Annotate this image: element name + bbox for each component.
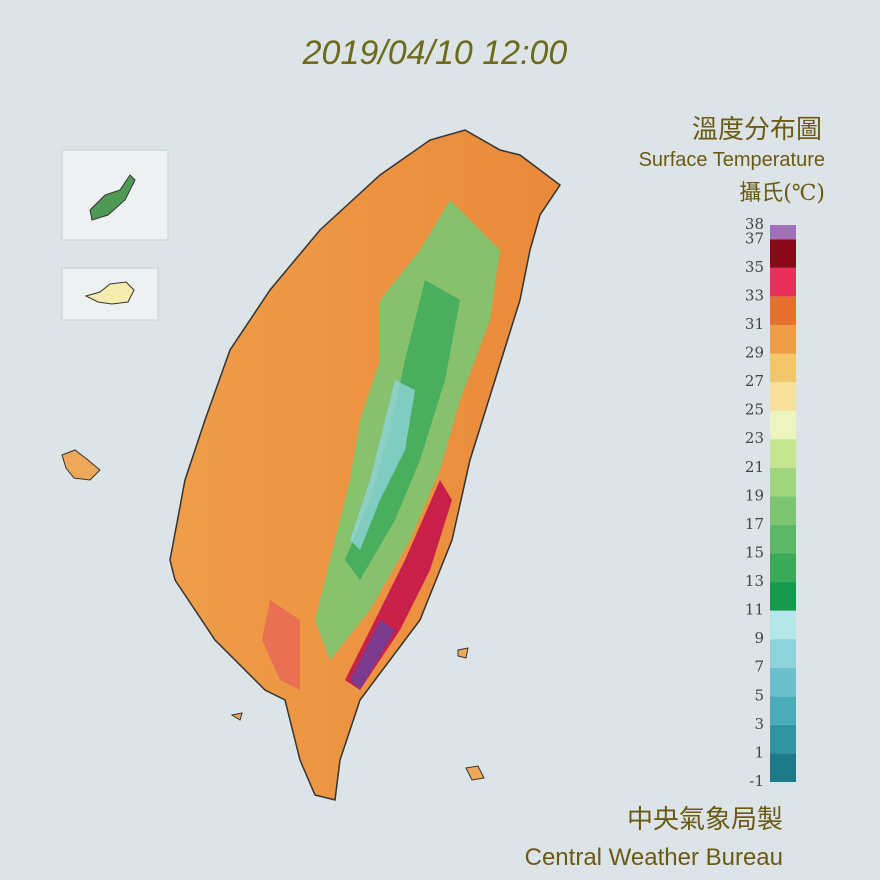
colorbar-band [770, 610, 796, 640]
agency-en: Central Weather Bureau [525, 844, 783, 871]
colorbar-tick-label: 35 [745, 258, 764, 276]
colorbar-tick-label: 31 [745, 315, 764, 333]
colorbar-band [770, 753, 796, 782]
colorbar-tick-label: 33 [745, 286, 764, 304]
colorbar-band [770, 639, 796, 668]
colorbar-tick-label: 25 [745, 401, 764, 419]
colorbar-band [770, 353, 796, 383]
colorbar-band [770, 439, 796, 468]
taiwan-map [169, 129, 562, 801]
colorbar-band [770, 324, 796, 354]
inset-islands [61, 149, 485, 781]
colorbar-tick-label: 19 [745, 486, 764, 504]
colorbar-band [770, 553, 796, 583]
colorbar-band [770, 696, 796, 725]
colorbar-tick-label: 37 [745, 229, 764, 247]
agency-zh: 中央氣象局製 [627, 805, 783, 835]
colorbar-tick-label: 7 [754, 658, 764, 676]
colorbar-tick-label: 38 [745, 215, 764, 233]
colorbar-tick-label: 29 [745, 344, 764, 362]
colorbar-band [770, 467, 796, 497]
colorbar-band [770, 524, 796, 554]
legend-unit: 攝氏(℃) [739, 181, 825, 206]
colorbar-band [770, 667, 796, 697]
timestamp: 2019/04/10 12:00 [302, 34, 568, 72]
colorbar-tick-label: 17 [745, 515, 764, 533]
colorbar-band [770, 225, 796, 240]
colorbar-tick-label: 9 [754, 629, 764, 647]
colorbar-tick-label: 27 [745, 372, 764, 390]
colorbar-tick-label: 23 [745, 429, 764, 447]
colorbar-tick-label: 13 [745, 572, 764, 590]
colorbar-band [770, 582, 796, 611]
colorbar-tick-label: 3 [754, 715, 764, 733]
legend-subtitle: Surface Temperature [639, 149, 825, 171]
legend-title: 溫度分布圖 [692, 115, 822, 145]
colorbar-band [770, 496, 796, 525]
colorbar-tick-label: 15 [745, 543, 764, 561]
colorbar-band [770, 410, 796, 440]
colorbar-band [770, 724, 796, 754]
colorbar-band [770, 296, 796, 325]
colorbar-band [770, 239, 796, 268]
colorbar-band [770, 267, 796, 297]
colorbar-tick-label: 5 [754, 686, 764, 704]
colorbar-tick-label: -1 [749, 772, 764, 790]
colorbar-tick-label: 1 [754, 743, 764, 761]
colorbar-tick-label: 21 [745, 458, 764, 476]
colorbar-tick-label: 11 [745, 601, 764, 619]
colorbar-band [770, 382, 796, 411]
